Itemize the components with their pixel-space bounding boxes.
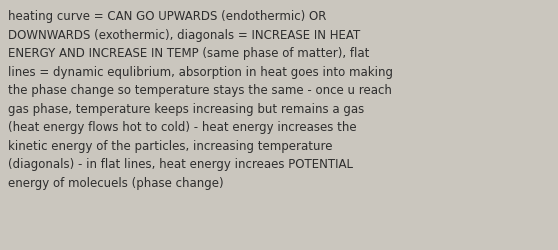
Text: heating curve = CAN GO UPWARDS (endothermic) OR
DOWNWARDS (exothermic), diagonal: heating curve = CAN GO UPWARDS (endother… [8,10,393,189]
